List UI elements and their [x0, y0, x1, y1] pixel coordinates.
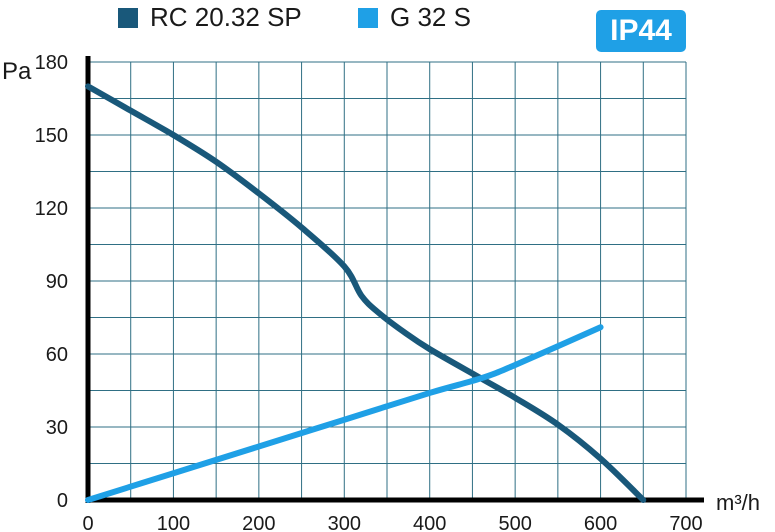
x-tick-label: 100: [157, 513, 190, 532]
y-tick-label: 120: [35, 198, 68, 220]
x-tick-label: 600: [584, 513, 617, 532]
series-line-g-32-s: [85, 324, 604, 503]
y-tick-label: 0: [57, 490, 68, 512]
legend-label-rc: RC 20.32 SP: [150, 2, 302, 32]
x-tick-label: 300: [328, 513, 361, 532]
legend-swatch-rc: [118, 8, 138, 28]
x-axis-unit-label: m³/h: [716, 490, 760, 515]
y-tick-label: 180: [35, 52, 68, 74]
x-tick-label: 500: [498, 513, 531, 532]
y-tick-label: 150: [35, 125, 68, 147]
legend-label-g: G 32 S: [390, 2, 471, 32]
ip-rating-badge: IP44: [596, 10, 686, 52]
series-line-rc-20-32-sp: [85, 83, 647, 503]
x-tick-label: 700: [669, 513, 702, 532]
y-tick-label: 90: [46, 271, 68, 293]
x-tick-label: 0: [82, 513, 93, 532]
y-tick-label: 30: [46, 417, 68, 439]
y-tick-label: 60: [46, 344, 68, 366]
x-tick-label: 200: [242, 513, 275, 532]
legend-swatch-g: [358, 8, 378, 28]
x-tick-label: 400: [413, 513, 446, 532]
y-axis-unit-label: Pa: [2, 58, 32, 85]
